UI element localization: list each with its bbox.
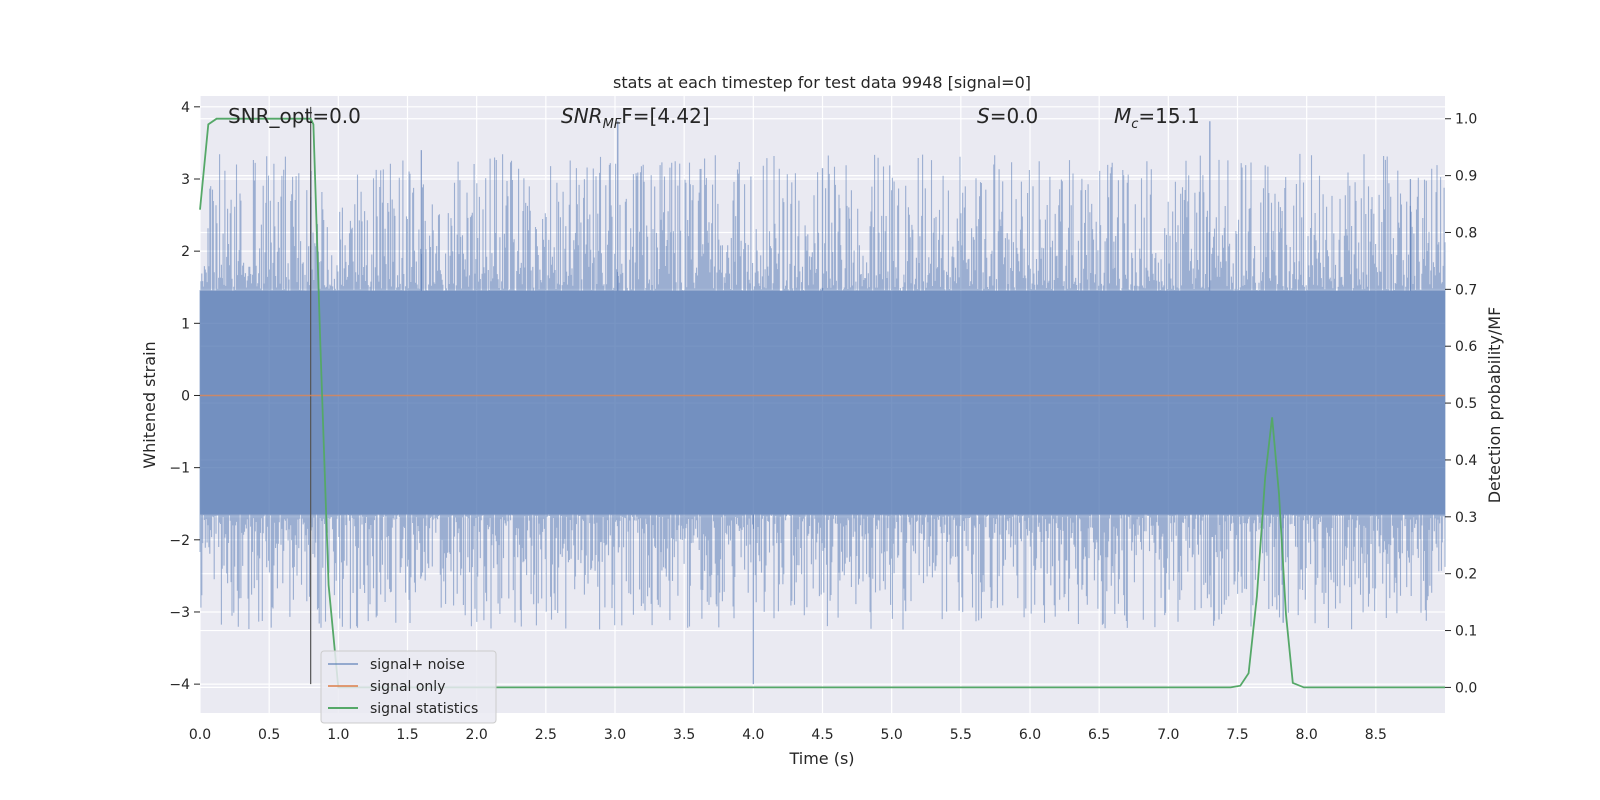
annotation-snr-mf-sub: MF: [603, 117, 622, 132]
x-tick-label: 5.5: [950, 727, 972, 743]
x-tick-label: 7.0: [1157, 727, 1179, 743]
y-right-tick-label: 0.2: [1455, 567, 1477, 583]
x-tick-label: 5.0: [881, 727, 903, 743]
legend: signal+ noise signal only signal statist…: [320, 650, 497, 724]
annotation-mc-sub: c: [1131, 117, 1138, 132]
annotation-s-value: =0.0: [990, 104, 1039, 128]
x-tick-label: 2.0: [466, 727, 488, 743]
legend-label-statistics: signal statistics: [370, 701, 478, 717]
y-right-tick-label: 0.3: [1455, 510, 1477, 526]
lines-layer: [199, 106, 1445, 689]
y-right-tick-labels: 0.0 0.1 0.2 0.3 0.4 0.5 0.6 0.7 0.8 0.9 1.0: [1445, 112, 1477, 696]
annotation-snr-mf-value: F=[4.42]: [621, 104, 709, 128]
y-left-tick-label: 0: [181, 388, 190, 404]
annotation-snr-mf: SNRMFF=[4.42]: [561, 104, 710, 132]
y-right-tick-label: 0.4: [1455, 453, 1477, 469]
y-right-tick-label: 0.6: [1455, 339, 1477, 355]
annotation-mc-value: =15.1: [1138, 104, 1199, 128]
x-tick-label: 6.5: [1088, 727, 1110, 743]
x-tick-label: 7.5: [1226, 727, 1248, 743]
x-tick-label: 1.5: [396, 727, 418, 743]
y-left-tick-label: −2: [169, 533, 190, 549]
annotation-mc: Mc=15.1: [1114, 104, 1200, 132]
x-tick-label: 3.5: [673, 727, 695, 743]
chart-title: stats at each timestep for test data 994…: [613, 73, 1031, 92]
y-right-tick-label: 0.5: [1455, 396, 1477, 412]
x-tick-label: 4.0: [742, 727, 764, 743]
y-right-tick-label: 0.8: [1455, 225, 1477, 241]
y-left-tick-label: −4: [169, 677, 190, 693]
y-right-tick-label: 0.0: [1455, 680, 1477, 696]
y-left-tick-label: 3: [181, 172, 190, 188]
y-right-axis-label: Detection probability/MF: [1485, 307, 1504, 504]
x-tick-label: 6.0: [1019, 727, 1041, 743]
x-tick-label: 4.5: [811, 727, 833, 743]
y-left-tick-label: 1: [181, 316, 190, 332]
y-right-tick-label: 0.7: [1455, 282, 1477, 298]
y-left-tick-label: −3: [169, 605, 190, 621]
legend-box: [320, 650, 497, 724]
x-tick-label: 8.0: [1296, 727, 1318, 743]
legend-label-noise: signal+ noise: [370, 657, 465, 673]
annotation-s: S=0.0: [977, 104, 1038, 128]
x-axis-label: Time (s): [788, 749, 854, 768]
annotation-snr-opt: SNR_opt=0.0: [228, 104, 361, 128]
x-tick-label: 8.5: [1365, 727, 1387, 743]
x-tick-label: 0.5: [258, 727, 280, 743]
x-tick-label: 0.0: [189, 727, 211, 743]
noise-series: [199, 121, 1446, 685]
annotation-s-main: S: [977, 104, 990, 128]
x-tick-label: 2.5: [535, 727, 557, 743]
annotation-snr-mf-main: SNR: [561, 104, 603, 128]
y-right-tick-label: 0.9: [1455, 169, 1477, 185]
y-left-axis-label: Whitened strain: [140, 341, 159, 468]
y-left-tick-label: −1: [169, 461, 190, 477]
x-tick-labels: 0.0 0.5 1.0 1.5 2.0 2.5 3.0 3.5 4.0 4.5 5.0 5.5 6.0 6…: [189, 727, 1387, 743]
legend-label-signal: signal only: [370, 679, 445, 695]
x-tick-label: 1.0: [327, 727, 349, 743]
y-right-tick-label: 0.1: [1455, 624, 1477, 640]
y-left-tick-label: 4: [181, 100, 190, 116]
y-right-tick-label: 1.0: [1455, 112, 1477, 128]
y-left-tick-label: 2: [181, 244, 190, 260]
signal-statistics-line: [199, 117, 1445, 689]
noise-core-band: [200, 290, 1445, 515]
x-tick-label: 3.0: [604, 727, 626, 743]
annotation-mc-main: M: [1114, 104, 1131, 128]
y-left-tick-labels: −4 −3 −2 −1 0 1 2 3 4: [169, 100, 200, 693]
